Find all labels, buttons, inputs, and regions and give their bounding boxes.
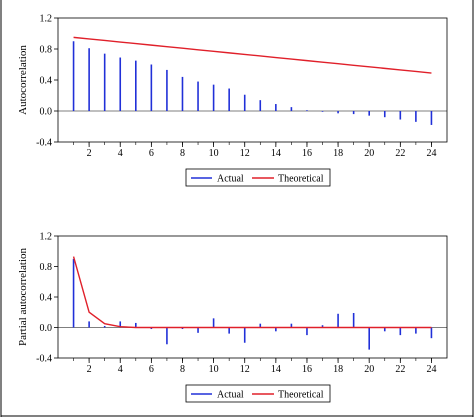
y-tick-label: -0.4 xyxy=(36,354,52,365)
y-tick-label: 1.2 xyxy=(40,14,53,25)
legend-label-theoretical: Theoretical xyxy=(278,390,324,401)
legend-label-actual: Actual xyxy=(217,390,244,401)
x-tick-label: 8 xyxy=(180,148,185,159)
x-tick-label: 2 xyxy=(87,364,92,375)
y-tick-label: 0.4 xyxy=(40,293,53,304)
x-tick-label: 20 xyxy=(364,364,374,375)
x-tick-label: 24 xyxy=(426,148,436,159)
theoretical-line xyxy=(73,36,432,74)
x-tick-label: 22 xyxy=(395,148,405,159)
x-tick-label: 24 xyxy=(426,364,436,375)
x-tick-label: 14 xyxy=(271,148,281,159)
x-tick-label: 4 xyxy=(118,148,123,159)
x-tick-label: 20 xyxy=(364,148,374,159)
x-tick-label: 12 xyxy=(240,148,250,159)
plot-frame xyxy=(57,235,448,359)
x-tick-label: 16 xyxy=(302,148,312,159)
y-tick-label: -0.4 xyxy=(36,138,52,149)
x-tick-label: 8 xyxy=(180,364,185,375)
x-tick-label: 4 xyxy=(118,364,123,375)
x-tick-label: 18 xyxy=(333,148,343,159)
y-axis-title: Autocorrelation xyxy=(17,45,29,115)
y-tick-label: 0.0 xyxy=(40,323,53,334)
y-tick-label: 0.8 xyxy=(40,45,53,56)
plot-frame xyxy=(57,17,448,143)
y-axis-title: Partial autocorrelation xyxy=(17,247,29,346)
legend: Actual Theoretical xyxy=(185,384,331,403)
x-tick-label: 6 xyxy=(149,148,154,159)
y-tick-label: 0.4 xyxy=(40,76,53,87)
acf-panel: 1.20.80.40.0-0.42 4 6 8 10 12 14 16 18 20 22 24Auto… xyxy=(17,14,448,187)
y-tick-label: 1.2 xyxy=(40,232,53,243)
x-tick-label: 10 xyxy=(209,148,219,159)
theoretical-line xyxy=(72,256,432,329)
x-tick-label: 22 xyxy=(395,364,405,375)
x-tick-label: 10 xyxy=(209,364,219,375)
x-tick-label: 6 xyxy=(149,364,154,375)
y-tick-label: 0.0 xyxy=(40,107,53,118)
pacf-panel: 1.20.80.40.0-0.42 4 6 8 10 12 14 16 18 20 22 24Part… xyxy=(17,232,448,403)
x-tick-label: 16 xyxy=(302,364,312,375)
legend-label-theoretical: Theoretical xyxy=(278,174,324,185)
x-tick-label: 12 xyxy=(240,364,250,375)
legend-label-actual: Actual xyxy=(217,174,244,185)
x-tick-label: 14 xyxy=(271,364,281,375)
x-tick-label: 2 xyxy=(87,148,92,159)
legend: Actual Theoretical xyxy=(185,168,331,187)
y-tick-label: 0.8 xyxy=(40,262,53,273)
x-tick-label: 18 xyxy=(333,364,343,375)
